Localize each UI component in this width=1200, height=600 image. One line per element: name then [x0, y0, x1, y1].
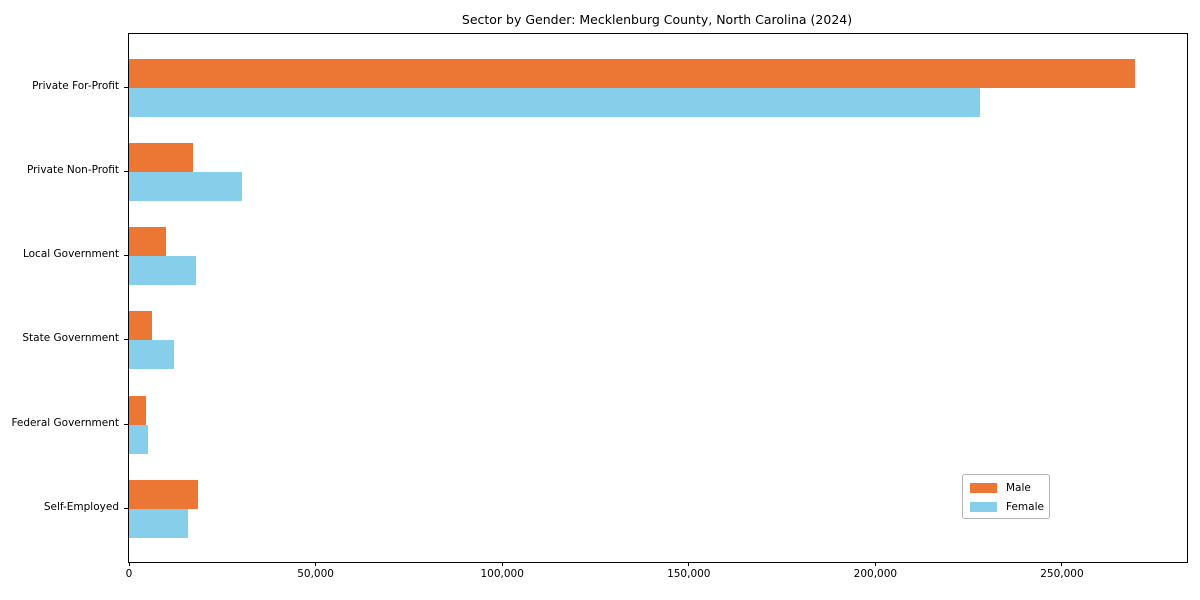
- y-tick-label: State Government: [22, 332, 119, 345]
- legend: Male Female: [962, 474, 1050, 519]
- y-tick-label: Private For-Profit: [32, 80, 119, 93]
- female-bar: [129, 256, 196, 286]
- y-tick-mark: [124, 87, 128, 89]
- legend-row-female: Female: [970, 499, 1044, 514]
- y-tick-mark: [124, 171, 128, 173]
- male-bar: [129, 59, 1135, 89]
- legend-label-male: Male: [1006, 481, 1031, 494]
- legend-row-male: Male: [970, 480, 1041, 495]
- male-swatch: [970, 482, 997, 493]
- x-tick-mark: [688, 562, 690, 566]
- x-tick-label: 0: [125, 568, 133, 580]
- female-swatch: [970, 501, 997, 512]
- y-tick-label: Federal Government: [11, 416, 119, 429]
- y-tick-label: Private Non-Profit: [26, 164, 119, 177]
- x-tick-mark: [1061, 562, 1063, 566]
- x-tick-mark: [501, 562, 503, 566]
- x-tick-mark: [874, 562, 876, 566]
- female-bar: [129, 508, 188, 538]
- male-bar: [129, 311, 152, 341]
- female-bar: [129, 172, 242, 202]
- x-tick-label: 150,000: [667, 568, 711, 580]
- legend-label-female: Female: [1006, 500, 1044, 513]
- x-tick-mark: [128, 562, 130, 566]
- x-tick-label: 200,000: [853, 568, 898, 580]
- male-bar: [129, 395, 146, 425]
- y-tick-mark: [124, 339, 128, 341]
- male-bar: [129, 143, 193, 173]
- female-bar: [129, 88, 980, 118]
- x-tick-mark: [315, 562, 317, 566]
- y-tick-mark: [124, 255, 128, 257]
- male-bar: [129, 479, 198, 509]
- plot-area: [128, 33, 1188, 563]
- female-bar: [129, 340, 174, 370]
- chart-title: Sector by Gender: Mecklenburg County, No…: [461, 12, 853, 27]
- y-tick-label: Self-Employed: [43, 500, 119, 513]
- female-bar: [129, 424, 148, 454]
- male-bar: [129, 227, 166, 257]
- x-tick-label: 100,000: [480, 568, 524, 580]
- y-tick-mark: [124, 507, 128, 509]
- x-tick-label: 250,000: [1040, 568, 1084, 580]
- y-tick-label: Local Government: [22, 248, 119, 261]
- x-tick-label: 50,000: [297, 568, 334, 580]
- y-tick-mark: [124, 423, 128, 425]
